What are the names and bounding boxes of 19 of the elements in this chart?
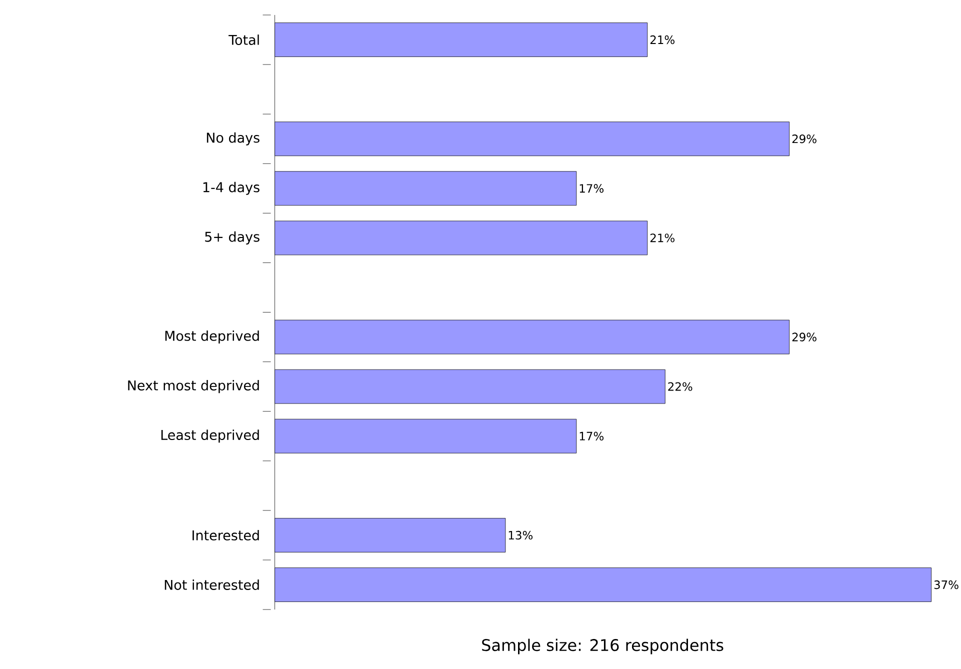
y-tick-label: 1-4 days xyxy=(203,182,260,195)
y-tick-label: Not interested xyxy=(164,579,259,590)
data-label: 29% xyxy=(792,134,816,143)
y-tick-label: Least deprived xyxy=(161,429,259,442)
data-label: 21% xyxy=(650,35,674,44)
data-label: 17% xyxy=(580,432,604,440)
data-label: 29% xyxy=(792,332,816,342)
y-tick-label: Total xyxy=(228,34,259,45)
data-label: 17% xyxy=(580,184,604,192)
y-tick-label: Most deprived xyxy=(165,330,259,344)
y-tick-label: Next most deprived xyxy=(128,380,259,393)
y-tick-label: Interested xyxy=(192,530,259,540)
text: Sample size: 216 respondents xyxy=(482,638,724,654)
data-label: 22% xyxy=(668,382,692,391)
data-label: 21% xyxy=(650,233,674,242)
data-label: 37% xyxy=(934,580,958,589)
y-tick-label: No days xyxy=(206,132,260,146)
y-tick-label: 5+ days xyxy=(205,231,260,244)
data-label: 13% xyxy=(508,530,533,540)
